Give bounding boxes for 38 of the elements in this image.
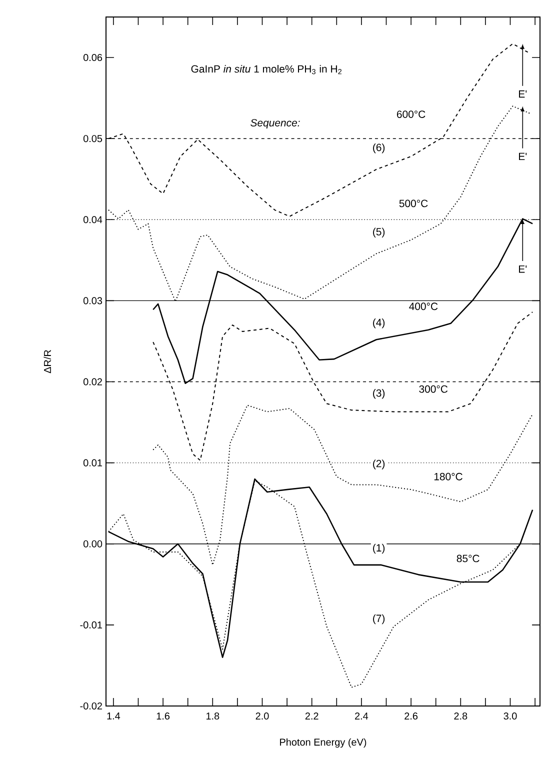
x-tick-label: 2.8 (454, 712, 468, 720)
annotation: E' (519, 266, 527, 273)
annotation: (5) (373, 228, 385, 238)
annotation: 600°C (396, 110, 426, 118)
y-tick-label: 0.03 (83, 297, 102, 304)
annotation: E' (519, 152, 527, 160)
y-tick-label: 0.05 (83, 135, 102, 142)
annotation: (1) (373, 544, 385, 554)
annotation: Sequence: (250, 119, 300, 129)
x-tick-label: 2.0 (256, 712, 269, 720)
x-tick-label: 3.0 (504, 712, 517, 720)
annotation: 500°C (399, 200, 428, 208)
y-tick-label: 0.06 (83, 54, 102, 62)
annotation: 180°C (434, 472, 462, 480)
x-tick-label: 1.6 (156, 712, 170, 720)
annotation: (7) (373, 614, 385, 624)
x-tick-label: 2.6 (404, 712, 418, 720)
x-tick-label: 1.4 (107, 712, 120, 720)
annotation: (3) (373, 389, 385, 399)
y-axis-title: ΔR/R (44, 350, 52, 374)
text: GaInP in situ 1 mole% PH$_{3}$ in H$_{2}$ (191, 64, 342, 74)
y-tick-label: -0.02 (80, 702, 102, 710)
x-tick-label: 2.4 (355, 712, 368, 720)
annotation: E' (519, 90, 527, 98)
annotation: (2) (373, 460, 385, 470)
y-tick-label: 0.01 (83, 459, 102, 466)
annotation: 300°C (419, 385, 448, 393)
y-tick-label: 0.02 (83, 378, 102, 386)
annotation: 85°C (456, 554, 480, 562)
x-tick-label: 2.2 (305, 712, 318, 720)
annotation: 400°C (409, 302, 438, 310)
x-axis-title: Photon Energy (eV) (280, 738, 366, 748)
annotation: (4) (373, 318, 385, 328)
annotation: (6) (373, 143, 385, 154)
x-tick-label: 1.8 (206, 712, 220, 720)
y-tick-label: 0.04 (83, 216, 102, 224)
y-tick-label: -0.01 (80, 621, 102, 628)
y-tick-label: 0.00 (83, 540, 102, 548)
